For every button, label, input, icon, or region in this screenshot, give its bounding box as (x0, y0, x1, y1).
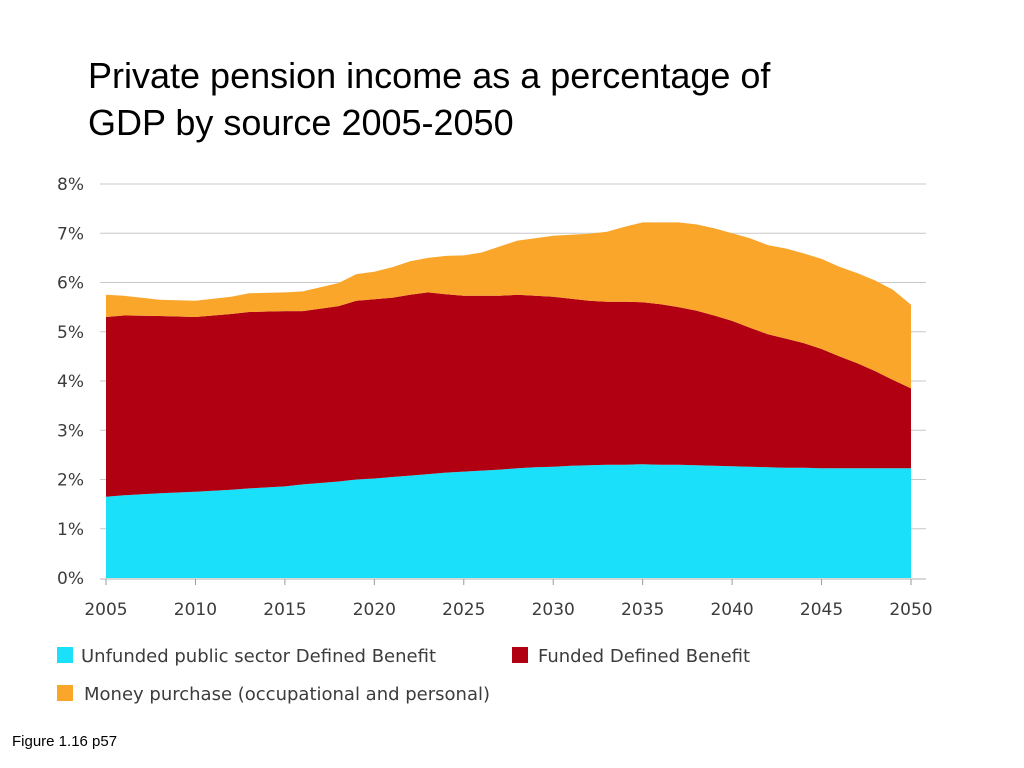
legend-label: Unfunded public sector Defined Benefit (81, 646, 436, 667)
y-tick-label: 0% (57, 569, 84, 589)
area-series-3 (106, 222, 911, 389)
x-tick-label: 2010 (174, 600, 217, 620)
y-tick-label: 5% (57, 323, 84, 343)
x-tick-label: 2040 (710, 600, 753, 620)
legend-swatch (512, 647, 528, 663)
figure-caption: Figure 1.16 p57 (12, 733, 118, 750)
slide-title: Private pension income as a percentage o… (88, 52, 968, 146)
area-series-1 (106, 464, 911, 578)
legend-swatch (57, 685, 73, 701)
y-tick-label: 1% (57, 520, 84, 540)
x-tick-label: 2025 (442, 600, 485, 620)
legend-label: Money purchase (occupational and persona… (84, 684, 490, 705)
x-tick-label: 2045 (800, 600, 843, 620)
y-tick-label: 7% (57, 224, 84, 244)
slide-title-line-2: GDP by source 2005-2050 (88, 102, 514, 143)
x-tick-label: 2005 (84, 600, 127, 620)
area-series-2 (106, 292, 911, 497)
x-tick-label: 2020 (353, 600, 396, 620)
y-tick-label: 6% (57, 274, 84, 294)
slide-title-line-1: Private pension income as a percentage o… (88, 55, 771, 96)
y-tick-label: 2% (57, 471, 84, 491)
y-tick-label: 8% (57, 175, 84, 195)
x-tick-label: 2030 (532, 600, 575, 620)
legend-swatch (57, 647, 73, 663)
y-tick-label: 4% (57, 372, 84, 392)
x-tick-label: 2050 (889, 600, 932, 620)
legend-label: Funded Defined Benefit (538, 646, 750, 667)
x-tick-label: 2015 (263, 600, 306, 620)
x-tick-label: 2035 (621, 600, 664, 620)
y-tick-label: 3% (57, 421, 84, 441)
